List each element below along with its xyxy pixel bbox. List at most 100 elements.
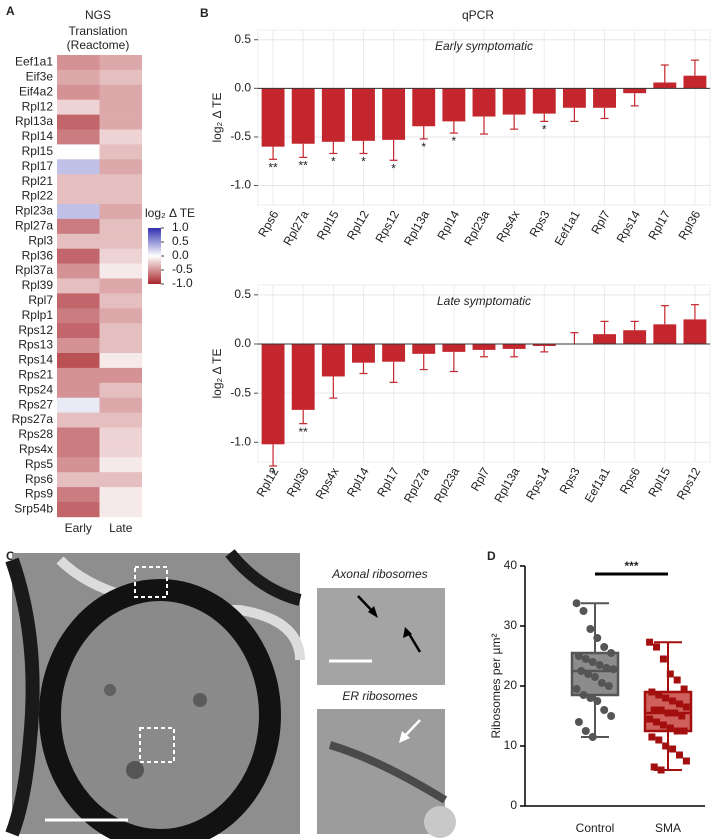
heatmap-cell	[57, 248, 100, 264]
data-point	[581, 727, 590, 735]
data-point	[648, 688, 656, 696]
row-label: Rpl27a	[15, 219, 53, 233]
row-label: Rps5	[25, 457, 53, 471]
chart-subtitle: Translation	[69, 24, 128, 38]
heatmap-cell	[57, 502, 100, 518]
heatmap-cell	[99, 278, 142, 294]
heatmap-cell	[57, 84, 100, 100]
row-label: Rpl39	[22, 278, 54, 292]
data-point	[682, 703, 690, 711]
x-tick-label: Rpl12	[344, 208, 372, 242]
heatmap-cell	[99, 502, 142, 518]
data-point	[648, 733, 656, 741]
organelle	[126, 761, 144, 779]
bar	[261, 88, 285, 147]
significance-label: **	[299, 159, 309, 173]
data-point	[588, 733, 597, 741]
heatmap-cell	[57, 144, 100, 160]
heatmap-cell	[57, 233, 100, 249]
x-tick-label: Rps4x	[493, 208, 522, 244]
significance-label: *	[331, 155, 336, 169]
heatmap-cell	[99, 457, 142, 473]
bar	[352, 344, 375, 363]
bar	[502, 88, 526, 115]
data-point	[595, 661, 604, 669]
heatmap-cell	[57, 457, 100, 473]
heatmap-cell	[57, 442, 100, 458]
x-tick-label: Rpl27a	[401, 465, 432, 505]
data-point	[678, 712, 686, 720]
data-point	[671, 709, 679, 717]
row-label: Rpl3	[28, 233, 53, 247]
y-tick-label: -0.5	[230, 129, 251, 143]
data-point	[607, 712, 616, 720]
heatmap-cell	[99, 472, 142, 488]
x-tick-label: Eef1a1	[582, 465, 613, 505]
y-tick-label: 40	[504, 558, 518, 572]
bar	[623, 88, 647, 94]
y-tick-label: -0.5	[230, 385, 251, 399]
panel-label: D	[487, 549, 496, 563]
heatmap-cell	[57, 487, 100, 503]
x-tick-label: Rps12	[674, 465, 704, 502]
heatmap-cell	[57, 69, 100, 86]
data-point	[673, 676, 681, 684]
x-tick-label: Rpl23a	[431, 465, 462, 505]
heatmap-cell	[57, 338, 100, 354]
row-label: Rps14	[18, 353, 53, 367]
heatmap-cell	[99, 218, 142, 235]
row-label: Rps12	[18, 323, 53, 337]
data-point	[669, 745, 677, 753]
heatmap-cell	[99, 248, 142, 264]
data-point	[659, 721, 667, 729]
bar	[321, 88, 345, 142]
heatmap-cell	[99, 293, 142, 309]
data-point	[574, 718, 583, 726]
row-label: Rps21	[18, 368, 53, 382]
heatmap-cell	[57, 382, 100, 398]
heatmap-cell	[99, 487, 142, 503]
data-point	[602, 664, 611, 672]
heatmap-cell	[99, 308, 142, 324]
row-label: Rps24	[18, 382, 53, 396]
row-label: Rpl37a	[15, 263, 53, 277]
row-label: Rpl7	[28, 293, 53, 307]
x-tick-label: Rpl36	[284, 465, 312, 499]
data-point	[655, 691, 663, 699]
x-tick-label: Rps12	[372, 208, 402, 245]
data-point	[593, 697, 602, 705]
zoom-box	[139, 727, 175, 763]
significance-label: *	[452, 134, 457, 148]
significance-label: **	[268, 160, 278, 174]
data-point	[574, 652, 583, 660]
heatmap-cell	[57, 472, 100, 488]
heatmap-cell	[99, 114, 142, 130]
heatmap-cell	[57, 353, 100, 369]
myelin-sheath	[225, 549, 302, 606]
heatmap-cell	[57, 114, 100, 130]
heatmap-cell	[99, 353, 142, 369]
bar	[261, 344, 285, 445]
heatmap-cell	[57, 427, 100, 443]
x-tick-label: Rpl7	[468, 465, 493, 494]
x-tick-label: Control	[576, 821, 615, 835]
heatmap-cell	[57, 367, 100, 384]
heatmap-cell	[99, 233, 142, 249]
heatmap-cell	[99, 397, 142, 413]
x-tick-label: Rpl17	[374, 465, 402, 499]
data-point	[680, 685, 688, 693]
x-tick-label: Rpl17	[645, 208, 673, 242]
data-point	[586, 694, 595, 702]
heatmap-cell	[99, 159, 142, 175]
arrowhead	[399, 731, 410, 743]
x-tick-label: Rpl12	[254, 465, 282, 499]
x-tick-label: Rpl15	[645, 465, 673, 499]
y-tick-label: -1.0	[230, 178, 251, 192]
row-label: Rps28	[18, 427, 53, 441]
bar	[442, 88, 466, 122]
colorbar-title: log₂ Δ TE	[145, 206, 195, 220]
bar	[683, 319, 707, 344]
panel-label: C	[6, 549, 15, 563]
heatmap-cell	[57, 308, 100, 324]
row-label: Rps9	[25, 487, 53, 501]
